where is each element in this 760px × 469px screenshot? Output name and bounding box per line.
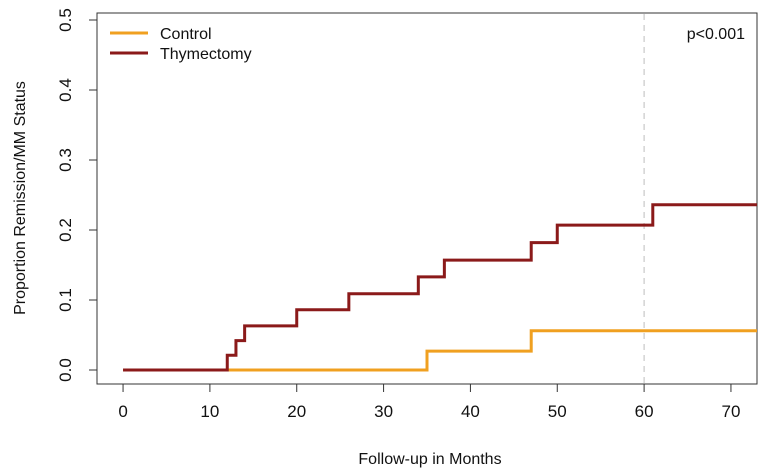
y-tick-label: 0.3 — [56, 148, 75, 172]
x-tick-label: 50 — [548, 402, 567, 421]
x-tick-label: 20 — [287, 402, 306, 421]
series-layer — [123, 203, 757, 372]
legend: Control Thymectomy — [110, 26, 252, 63]
plot-frame — [96, 12, 758, 385]
legend-label-control: Control — [160, 26, 212, 43]
x-axis-title: Follow-up in Months — [358, 451, 501, 468]
p-value-annotation: p<0.001 — [687, 26, 745, 43]
x-tick-label: 10 — [200, 402, 219, 421]
legend-label-thymectomy: Thymectomy — [160, 46, 252, 63]
x-tick-label: 30 — [374, 402, 393, 421]
x-tick-label: 40 — [461, 402, 480, 421]
x-tick-label: 70 — [721, 402, 740, 421]
x-tick-label: 0 — [118, 402, 127, 421]
y-tick-label: 0.2 — [56, 218, 75, 242]
y-axis-title: Proportion Remission/MM Status — [12, 81, 29, 315]
y-tick-label: 0.0 — [56, 358, 75, 382]
x-tick-label: 60 — [635, 402, 654, 421]
series-control-line — [123, 329, 757, 372]
y-tick-label: 0.4 — [56, 78, 75, 102]
y-tick-label: 0.5 — [56, 8, 75, 32]
x-axis: 0 10 20 30 40 50 60 70 — [118, 384, 740, 421]
y-tick-label: 0.1 — [56, 288, 75, 312]
y-axis: 0.0 0.1 0.2 0.3 0.4 0.5 — [56, 8, 97, 382]
series-thymectomy-line — [123, 203, 757, 372]
